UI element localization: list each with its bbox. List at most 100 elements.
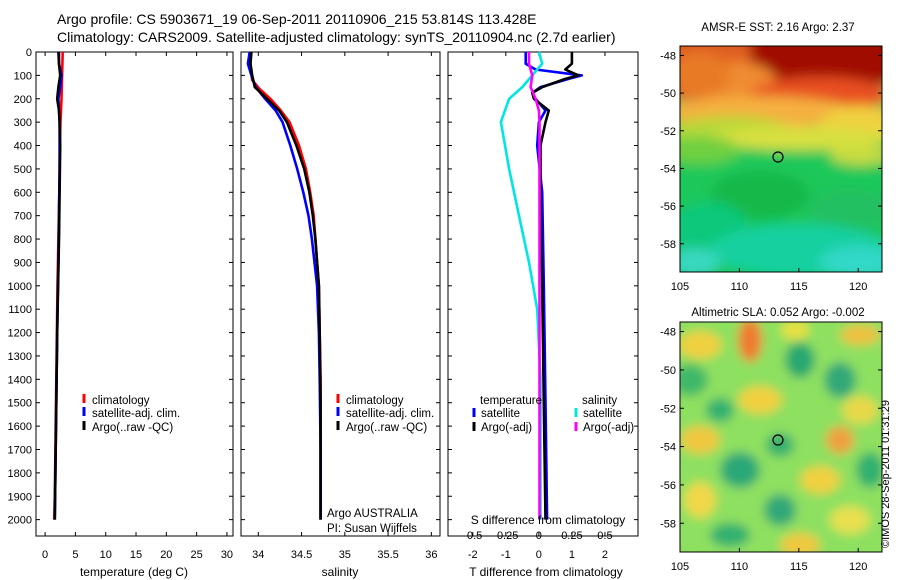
sla-map-frame: [679, 321, 883, 553]
diff-legend-sal-argo: Argo(-adj): [583, 422, 634, 434]
map-y-tick-label: -52: [660, 403, 676, 415]
diff-legend-title-temperature: temperature: [480, 395, 542, 407]
y-tick-label: 1300: [8, 351, 32, 363]
series-line-climatology: [248, 51, 322, 520]
x-tick-label: -2: [468, 549, 478, 561]
map-y-tick-label: -48: [660, 327, 676, 339]
y-tick-label: 1400: [8, 374, 32, 386]
y-tick-label: 500: [14, 164, 32, 176]
y-tick-label: 900: [14, 257, 32, 269]
x-tick-label: 10: [100, 549, 112, 561]
y-tick-label: 1000: [8, 281, 32, 293]
x-tick-label: 30: [221, 549, 233, 561]
map-y-tick-label: -58: [660, 239, 676, 251]
sal-legend-satellite: satellite-adj. clim.: [346, 408, 434, 420]
map-y-tick-label: -56: [660, 201, 676, 213]
temperature-chart: 0100200300400500600700800900100011001200…: [8, 47, 234, 561]
x-tick-label: -1: [501, 549, 511, 561]
sla-argo-marker: [772, 434, 784, 446]
map-x-tick-label: 105: [671, 561, 689, 573]
header-line2: Climatology: CARS2009. Satellite-adjuste…: [57, 29, 615, 45]
y-tick-label: 300: [14, 117, 32, 129]
x-tick-label: 1: [569, 549, 575, 561]
series-line-salinity-argo-adj: [527, 52, 541, 520]
series-line-salinity-satellite: [499, 51, 544, 520]
y-tick-label: 200: [14, 94, 32, 106]
y-tick-label: 0: [26, 47, 32, 59]
sst-argo-marker: [772, 151, 784, 163]
y-tick-label: 1200: [8, 328, 32, 340]
map-y-tick-label: -56: [660, 480, 676, 492]
series-line-argo-raw-qc: [53, 51, 62, 520]
y-tick-label: 1100: [8, 304, 32, 316]
difference-chart: -2 -1 0 1 2 -0.5 -0.25 0 0.25 0.5: [448, 51, 638, 561]
x-tick-label: 2: [602, 549, 608, 561]
y-tick-label: 2000: [8, 515, 32, 527]
secondary-x-tick-label: 0: [536, 530, 542, 542]
y-tick-label: 1600: [8, 421, 32, 433]
x-tick-label: 34.5: [291, 549, 312, 561]
difference-panel-frame: [447, 51, 639, 537]
salinity-chart: 34 34.5 35 35.5 36: [241, 51, 440, 561]
salinity-axis-label: salinity: [322, 565, 359, 579]
map-x-tick-label: 120: [849, 281, 867, 293]
y-tick-label: 600: [14, 187, 32, 199]
sst-map-frame: [679, 45, 883, 273]
map-y-tick-label: -50: [660, 365, 676, 377]
sst-map-title: AMSR-E SST: 2.16 Argo: 2.37: [701, 22, 854, 34]
diff-legend-temp-argo: Argo(-adj): [481, 422, 532, 434]
secondary-x-tick-label: 0.25: [561, 530, 582, 542]
y-tick-label: 1700: [8, 444, 32, 456]
x-tick-label: 20: [160, 549, 172, 561]
sal-legend-argo: Argo(..raw -QC): [346, 422, 427, 434]
map-axes: -48 -50 -52 -54 -56 -58 105 110 115 120 -48 -50 -52 -…: [660, 50, 882, 573]
temperature-panel-frame: [35, 51, 234, 537]
y-tick-label: 1900: [8, 491, 32, 503]
map-x-tick-label: 115: [790, 561, 808, 573]
imos-timestamp: ©IMOS 28-Sep-2011 01:31:29: [880, 400, 892, 548]
map-x-tick-label: 110: [731, 281, 749, 293]
map-x-tick-label: 115: [790, 281, 808, 293]
y-tick-label: 1800: [8, 468, 32, 480]
map-y-tick-label: -50: [660, 88, 676, 100]
secondary-x-tick-label: -0.25: [493, 530, 518, 542]
y-tick-label: 100: [14, 70, 32, 82]
diff-legend-temp-satellite: satellite: [481, 408, 520, 420]
secondary-x-tick-label: 0.5: [597, 530, 612, 542]
map-x-tick-label: 110: [731, 561, 749, 573]
sla-map-title: Altimetric SLA: 0.052 Argo: -0.002: [691, 307, 864, 319]
map-y-tick-label: -52: [660, 126, 676, 138]
x-tick-label: 0: [42, 549, 48, 561]
sla-heatmap: [680, 322, 882, 552]
map-y-tick-label: -58: [660, 518, 676, 530]
x-tick-label: 25: [191, 549, 203, 561]
map-y-tick-label: -54: [660, 163, 676, 175]
temp-legend-satellite: satellite-adj. clim.: [92, 408, 180, 420]
map-y-tick-label: -48: [660, 50, 676, 62]
map-x-tick-label: 105: [671, 281, 689, 293]
x-tick-label: 0: [536, 549, 542, 561]
x-tick-label: 35: [339, 549, 351, 561]
series-line-temperature-argo-adj: [530, 52, 580, 520]
temperature-axis-label: temperature (deg C): [80, 565, 188, 579]
y-tick-label: 800: [14, 234, 32, 246]
y-tick-label: 1500: [8, 398, 32, 410]
argo-australia-label: Argo AUSTRALIA: [327, 508, 418, 520]
secondary-x-tick-label: -0.5: [463, 530, 482, 542]
temp-legend-argo: Argo(..raw -QC): [92, 422, 173, 434]
salinity-panel-frame: [240, 51, 441, 537]
map-x-tick-label: 120: [849, 561, 867, 573]
diff-legend-sal-satellite: satellite: [583, 408, 622, 420]
x-tick-label: 35.5: [377, 549, 398, 561]
t-difference-axis-label: T difference from climatology: [469, 565, 623, 579]
x-tick-label: 5: [72, 549, 78, 561]
series-line-satellite-adj-clim: [246, 51, 322, 520]
s-difference-axis-label: S difference from climatology: [471, 513, 626, 527]
x-tick-label: 34: [252, 549, 264, 561]
sal-legend-climatology: climatology: [346, 395, 404, 407]
y-tick-label: 700: [14, 211, 32, 223]
x-tick-label: 36: [425, 549, 437, 561]
pi-label: PI: Susan Wijffels: [327, 523, 417, 535]
sst-heatmap: [680, 46, 882, 272]
